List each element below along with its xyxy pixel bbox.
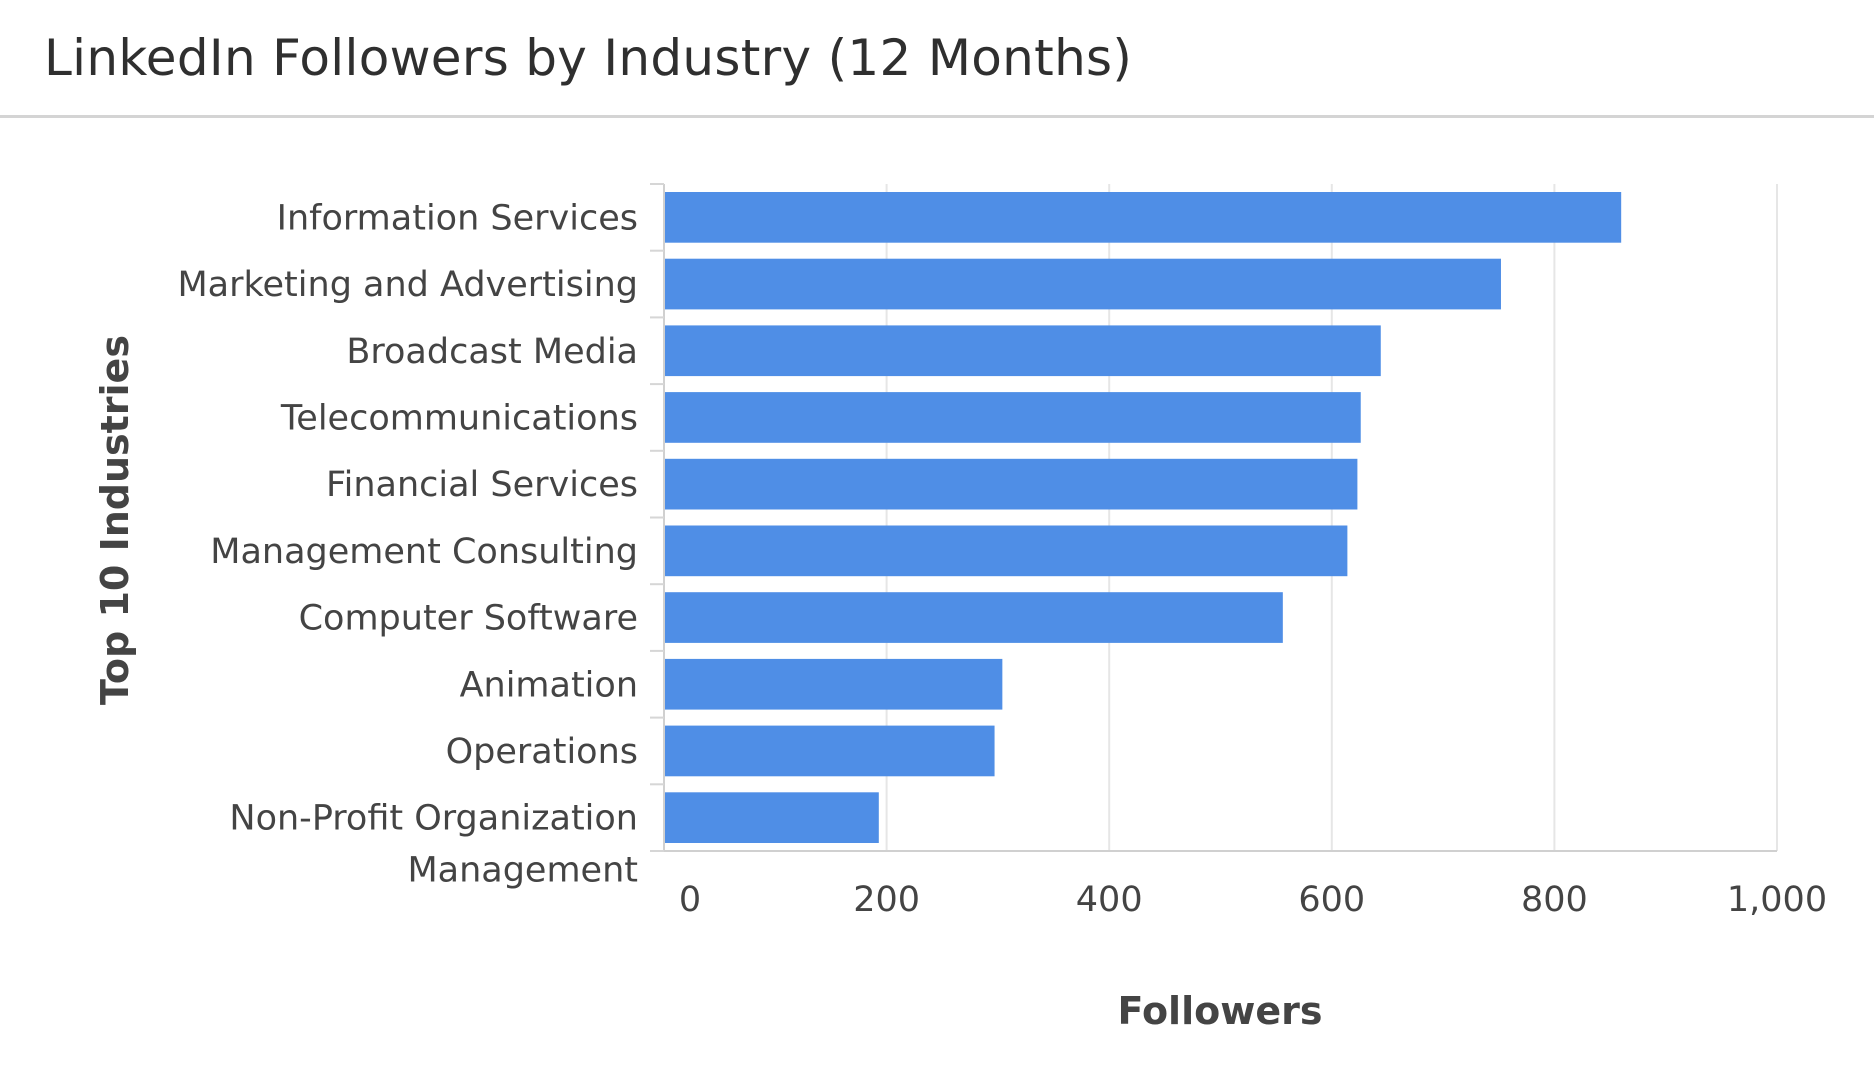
category-label: Computer Software	[299, 599, 638, 639]
category-label: Management Consulting	[210, 532, 638, 572]
category-label: Information Services	[277, 198, 638, 238]
category-label-line: Financial Services	[326, 465, 638, 505]
y-axis-title: Top 10 Industries	[93, 335, 137, 705]
bar	[665, 725, 995, 777]
category-label: Telecommunications	[280, 398, 638, 438]
category-label-line: Non-Profit Organization	[229, 799, 638, 839]
x-tick-label: 800	[1521, 880, 1588, 920]
bar	[665, 392, 1361, 443]
bar	[665, 792, 879, 843]
category-label-line: Information Services	[277, 198, 638, 238]
category-label: Marketing and Advertising	[177, 265, 638, 305]
category-label-line: Telecommunications	[280, 398, 638, 438]
category-label-line: Operations	[446, 732, 638, 772]
x-axis-tick-labels: 0 200 400 600 800 1,000	[679, 880, 1827, 920]
x-tick-label: 1,000	[1727, 880, 1827, 920]
category-label-line: Broadcast Media	[346, 332, 638, 372]
category-label-line: Management	[407, 851, 638, 891]
bar	[665, 192, 1622, 243]
widget-header: LinkedIn Followers by Industry (12 Month…	[0, 0, 1874, 118]
bar	[665, 258, 1501, 310]
bar	[665, 458, 1358, 510]
category-label: Broadcast Media	[346, 332, 638, 372]
bar	[665, 525, 1348, 577]
widget-title: LinkedIn Followers by Industry (12 Month…	[44, 29, 1133, 87]
x-tick-label: 200	[853, 880, 920, 920]
x-tick-label: 400	[1076, 880, 1143, 920]
category-label: Animation	[460, 665, 638, 705]
category-label: Operations	[446, 732, 638, 772]
category-label-line: Marketing and Advertising	[177, 265, 638, 305]
x-tick-label: 600	[1298, 880, 1365, 920]
category-label-line: Computer Software	[299, 599, 638, 639]
category-label-line: Management Consulting	[210, 532, 638, 572]
x-tick-label: 0	[679, 880, 701, 920]
x-axis-title: Followers	[1118, 989, 1323, 1033]
category-label: Non-Profit Organization Management	[229, 799, 638, 891]
category-label-line: Animation	[460, 665, 638, 705]
category-label: Financial Services	[326, 465, 638, 505]
bar	[665, 658, 1003, 710]
bar	[665, 592, 1283, 643]
bars	[665, 192, 1622, 843]
category-labels: Information Services Marketing and Advert…	[177, 198, 638, 890]
bar	[665, 325, 1381, 377]
category-ticks	[650, 183, 664, 852]
